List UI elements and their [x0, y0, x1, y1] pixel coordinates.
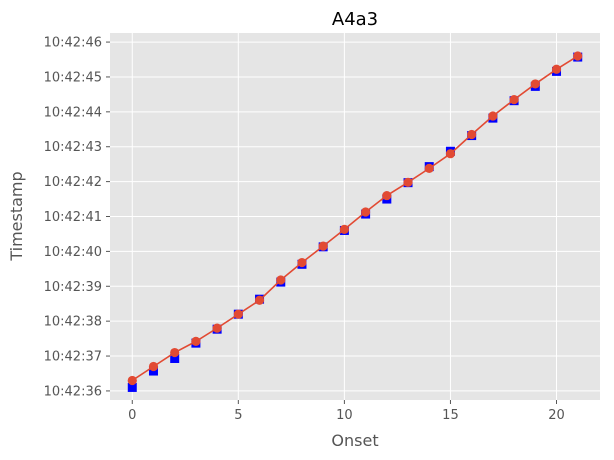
y-tick-label: 10:42:41: [44, 210, 102, 225]
y-tick-label: 10:42:45: [44, 70, 102, 85]
y-tick-label: 10:42:40: [44, 245, 102, 260]
data-point-circle: [148, 361, 159, 372]
series-layer: [127, 51, 583, 392]
x-tick-label: 10: [336, 408, 353, 423]
data-point-square: [127, 382, 137, 392]
data-point-circle: [170, 347, 180, 358]
data-point-circle: [382, 190, 392, 201]
x-tick-label: 5: [234, 408, 242, 423]
grid: [110, 33, 600, 400]
data-point-circle: [551, 64, 562, 74]
data-point-circle: [254, 295, 265, 305]
chart-title: A4a3: [332, 9, 378, 30]
data-point-circle: [509, 95, 519, 105]
series-1: [127, 51, 583, 386]
data-point-circle: [339, 224, 349, 235]
series-line: [131, 55, 579, 382]
data-point-circle: [530, 79, 540, 89]
x-tick-label: 0: [128, 408, 136, 423]
data-point-circle: [276, 275, 286, 285]
data-point-circle: [233, 309, 243, 319]
y-tick-label: 10:42:43: [44, 140, 102, 155]
y-tick-label: 10:42:38: [44, 315, 102, 330]
y-axis-title: Timestamp: [7, 171, 26, 261]
y-tick-label: 10:42:37: [44, 350, 102, 365]
data-point-circle: [297, 257, 307, 268]
y-tick-label: 10:42:42: [44, 175, 102, 190]
data-point-circle: [191, 336, 201, 346]
data-point-circle: [488, 111, 498, 121]
x-axis: 0 5 10 15 20: [128, 400, 565, 423]
data-point-square: [170, 353, 180, 363]
data-point-circle: [445, 149, 456, 159]
x-tick-label: 15: [442, 408, 459, 423]
y-tick-label: 10:42:36: [44, 384, 102, 399]
x-axis-title: Onset: [331, 431, 378, 450]
data-point-circle: [467, 129, 477, 140]
data-point-circle: [573, 51, 583, 61]
y-tick-label: 10:42:44: [44, 105, 102, 120]
y-tick-label: 10:42:46: [44, 36, 102, 51]
x-tick-label: 20: [548, 408, 565, 423]
data-point-circle: [424, 163, 434, 173]
y-axis: 10:42:36 10:42:37 10:42:38 10:42:39 10:42:40…: [44, 36, 110, 399]
data-point-circle: [403, 177, 413, 187]
data-point-circle: [318, 241, 328, 251]
data-point-circle: [127, 375, 137, 386]
data-point-circle: [361, 207, 371, 217]
data-point-circle: [212, 323, 222, 333]
y-tick-label: 10:42:39: [44, 280, 102, 295]
